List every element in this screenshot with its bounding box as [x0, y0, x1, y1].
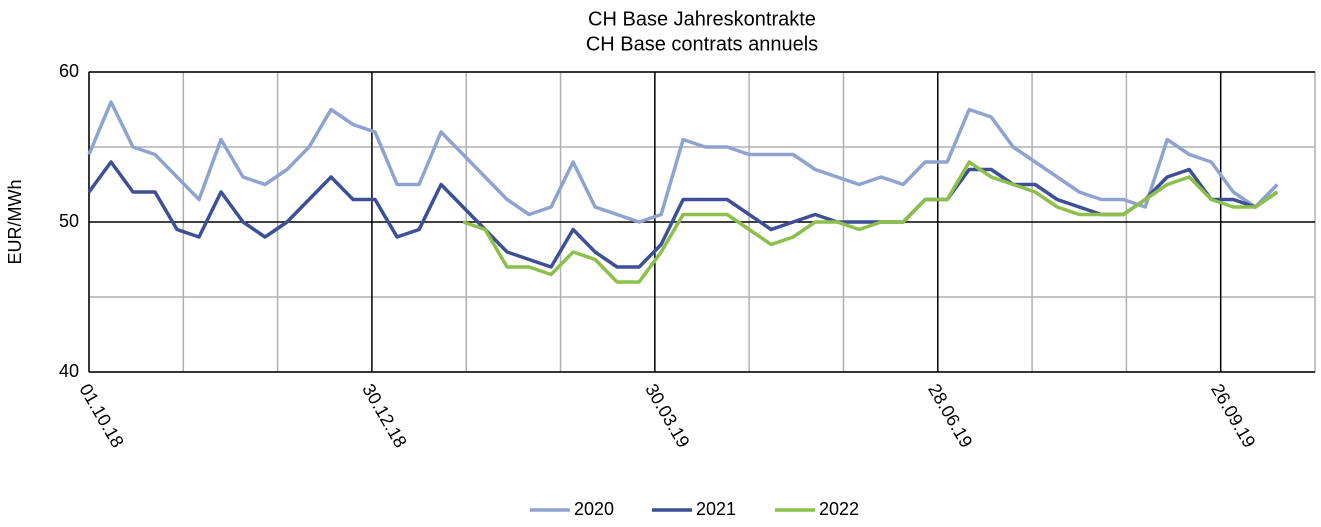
chart-subtitle: CH Base contrats annuels [586, 33, 818, 55]
line-series [87, 160, 1279, 269]
x-tick-label: 26.09.19 [1207, 380, 1259, 451]
y-tick-label: 50 [59, 211, 79, 231]
y-tick-label: 40 [59, 361, 79, 381]
legend-label: 2020 [574, 499, 614, 519]
line-series [87, 100, 1279, 224]
line-series [462, 160, 1279, 284]
x-tick-label: 01.10.18 [75, 380, 127, 451]
y-tick-label: 60 [59, 61, 79, 81]
x-tick-label: 30.12.18 [358, 380, 410, 451]
x-tick-label: 30.03.19 [641, 380, 693, 451]
chart-title: CH Base Jahreskontrakte [588, 8, 816, 30]
legend-label: 2021 [696, 499, 736, 519]
x-tick-label: 28.06.19 [924, 380, 976, 451]
legend-label: 2022 [819, 499, 859, 519]
y-axis-label: EUR/MWh [5, 180, 25, 265]
